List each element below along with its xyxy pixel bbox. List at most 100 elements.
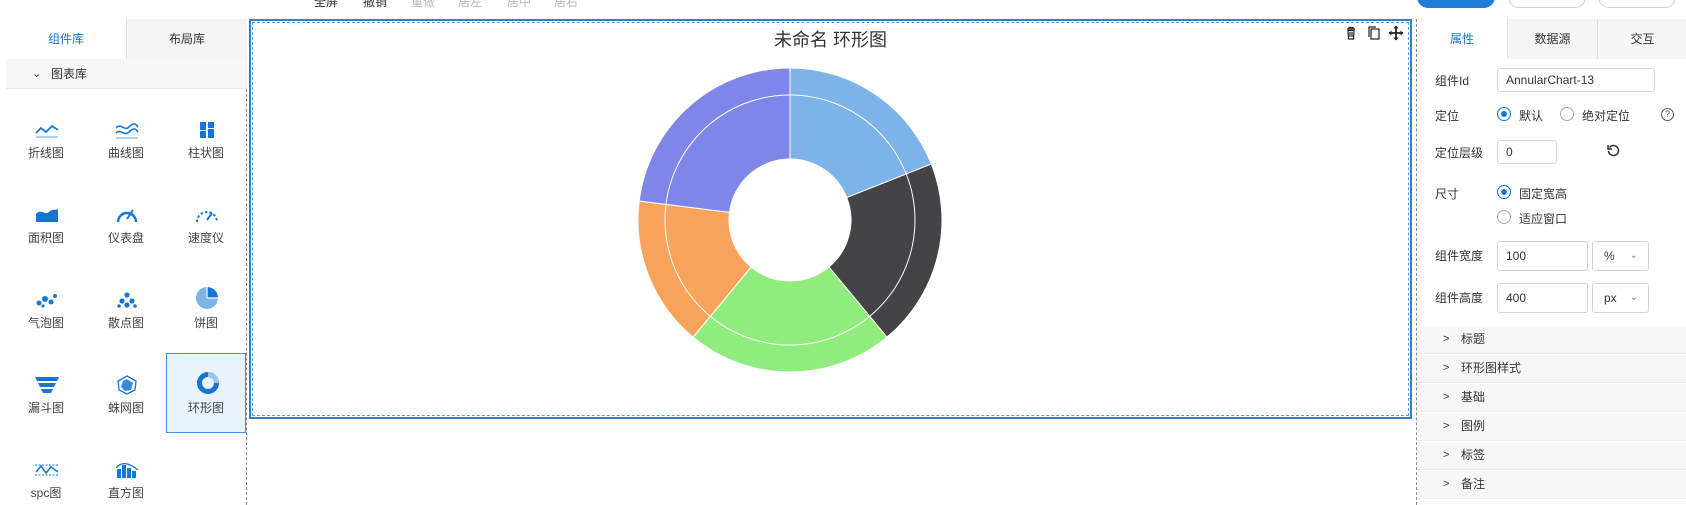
width-unit-select[interactable]: % ⌄ [1592, 241, 1649, 271]
donut-slice[interactable] [692, 266, 888, 373]
component-radar-chart[interactable]: 蛛网图 [86, 354, 166, 434]
scatter-chart-icon [117, 292, 137, 308]
component-label: 散点图 [107, 316, 144, 330]
tab-properties[interactable]: 属性 [1417, 19, 1507, 59]
section-label: 图例 [1461, 419, 1486, 433]
component-spc-chart[interactable]: spc图 [6, 439, 86, 505]
tab-component-library[interactable]: 组件库 [6, 19, 126, 59]
component-gauge[interactable]: 仪表盘 [86, 184, 166, 264]
donut-slice[interactable] [828, 163, 943, 338]
section-donut-style[interactable]: > 环形图样式 [1417, 355, 1686, 383]
chevron-right-icon: > [1443, 420, 1450, 432]
align-center-button[interactable]: 居中 [507, 0, 532, 9]
section-notes[interactable]: > 备注 [1417, 471, 1686, 499]
chevron-right-icon: > [1443, 362, 1450, 374]
chevron-down-icon: ⌄ [1629, 292, 1638, 303]
width-input[interactable] [1497, 241, 1588, 271]
size-fit-window-radio[interactable] [1497, 210, 1511, 224]
component-id-label: 组件Id [1435, 74, 1470, 88]
size-label: 尺寸 [1435, 187, 1460, 201]
width-label: 组件宽度 [1435, 249, 1484, 263]
donut-inner-ring [664, 94, 916, 346]
section-label: 环形图样式 [1461, 361, 1522, 375]
copy-icon[interactable] [1366, 25, 1382, 41]
section-labels[interactable]: > 标签 [1417, 442, 1686, 470]
component-label: 仪表盘 [107, 231, 144, 245]
position-absolute-label: 绝对定位 [1582, 109, 1631, 123]
component-donut-chart[interactable]: 环形图 [166, 353, 246, 433]
widget-toolbar [1340, 25, 1404, 41]
curve-chart-icon [115, 123, 139, 139]
pie-chart-icon [196, 287, 218, 309]
line-chart-icon [35, 124, 59, 138]
donut-slice[interactable] [638, 67, 791, 213]
component-label: 环形图 [187, 401, 224, 415]
component-bar-chart[interactable]: 柱状图 [166, 99, 246, 179]
section-title[interactable]: > 标题 [1417, 326, 1686, 354]
undo-button[interactable]: 撤销 [363, 0, 388, 9]
tab-interaction[interactable]: 交互 [1597, 19, 1686, 59]
secondary-action-button[interactable] [1508, 0, 1586, 8]
component-id-input[interactable] [1497, 68, 1655, 92]
component-area-chart[interactable]: 面积图 [6, 184, 86, 264]
chevron-right-icon: > [1443, 449, 1450, 461]
component-speedometer[interactable]: 速度仪 [166, 184, 246, 264]
component-bubble-chart[interactable]: 气泡图 [6, 269, 86, 349]
fullscreen-button[interactable]: 全屏 [314, 0, 339, 9]
chevron-right-icon: > [1443, 333, 1450, 345]
component-histogram[interactable]: 直方图 [86, 439, 166, 505]
donut-chart-widget[interactable]: 未命名 环形图 [249, 19, 1412, 419]
chevron-right-icon: > [1443, 478, 1450, 490]
align-right-button[interactable]: 居右 [554, 0, 579, 9]
component-line-chart[interactable]: 折线图 [6, 99, 86, 179]
component-curve-chart[interactable]: 曲线图 [86, 99, 166, 179]
align-left-button[interactable]: 居左 [458, 0, 483, 9]
properties-panel: 属性 数据源 交互 组件Id 定位 默认 绝对定位 ? 定位层级 尺寸 固定宽高… [1416, 19, 1686, 505]
chart-title: 未命名 环形图 [773, 30, 887, 50]
section-basic[interactable]: > 基础 [1417, 384, 1686, 412]
right-tabs: 属性 数据源 交互 [1417, 19, 1686, 59]
section-label: 标题 [1461, 332, 1486, 346]
tab-data-source[interactable]: 数据源 [1507, 19, 1597, 59]
left-tabs: 组件库 布局库 [6, 19, 247, 59]
height-unit-select[interactable]: px ⌄ [1592, 283, 1649, 313]
position-default-radio[interactable] [1497, 107, 1511, 121]
height-input[interactable] [1497, 283, 1588, 313]
component-pie-chart[interactable]: 饼图 [166, 269, 246, 349]
position-label: 定位 [1435, 109, 1460, 123]
height-unit-value: px [1604, 291, 1617, 305]
z-index-input[interactable] [1497, 140, 1557, 164]
speedometer-icon [196, 211, 218, 223]
spc-chart-icon [35, 464, 59, 476]
funnel-chart-icon [35, 377, 59, 393]
redo-button[interactable]: 重做 [411, 0, 436, 9]
design-canvas: 未命名 环形图 [248, 19, 1414, 505]
component-funnel-chart[interactable]: 漏斗图 [6, 354, 86, 434]
move-icon[interactable] [1388, 25, 1404, 41]
donut-chart [637, 67, 943, 373]
size-fit-window-label: 适应窗口 [1519, 212, 1568, 226]
top-toolbar: 全屏 撤销 重做 居左 居中 居右 [0, 0, 1686, 20]
position-default-label: 默认 [1519, 109, 1544, 123]
tab-layout-library[interactable]: 布局库 [126, 19, 247, 59]
section-label: 标签 [1461, 448, 1486, 462]
component-scatter-chart[interactable]: 散点图 [86, 269, 166, 349]
reset-icon[interactable] [1606, 143, 1620, 160]
delete-icon[interactable] [1343, 25, 1359, 41]
chevron-right-icon: > [1443, 391, 1450, 403]
component-label: 折线图 [27, 146, 64, 160]
help-icon[interactable]: ? [1661, 108, 1674, 121]
component-label: 直方图 [107, 486, 144, 500]
histogram-icon [115, 463, 139, 478]
primary-action-button[interactable] [1417, 0, 1495, 8]
tertiary-action-button[interactable] [1598, 0, 1676, 8]
size-fixed-radio[interactable] [1497, 185, 1511, 199]
position-absolute-radio[interactable] [1560, 107, 1574, 121]
chart-library-header[interactable]: ⌄ 图表库 [6, 59, 247, 89]
component-label: 曲线图 [107, 146, 144, 160]
component-label: 蛛网图 [107, 401, 144, 415]
section-legend[interactable]: > 图例 [1417, 413, 1686, 441]
chevron-down-icon: ⌄ [32, 68, 42, 80]
chart-library-title: 图表库 [51, 67, 88, 81]
